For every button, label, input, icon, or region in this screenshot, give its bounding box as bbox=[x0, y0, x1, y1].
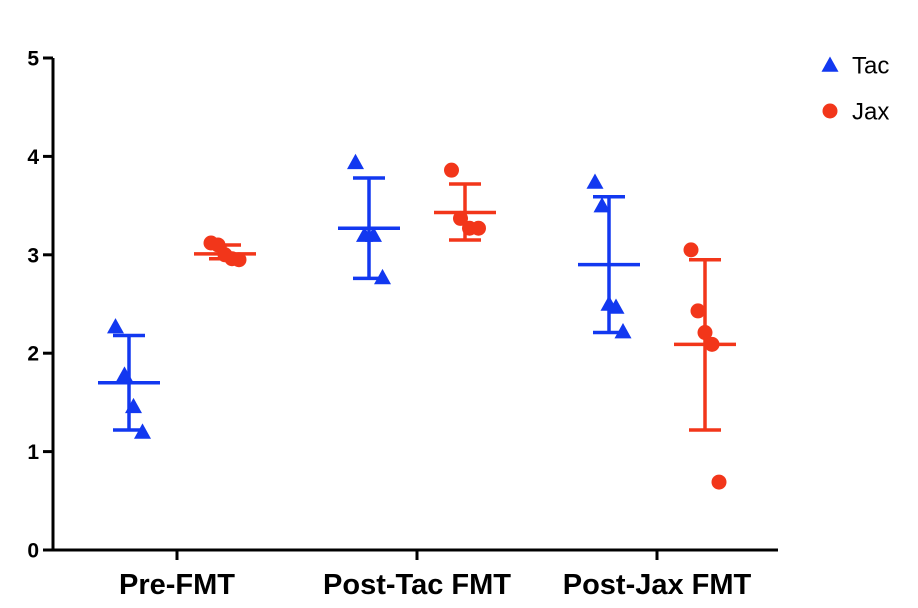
x-category-label-0: Pre-FMT bbox=[119, 569, 235, 601]
jax-point-1-3 bbox=[471, 220, 486, 236]
x-category-label-1: Post-Tac FMT bbox=[323, 569, 511, 601]
tac-point-1-0 bbox=[347, 153, 364, 170]
tac-point-2-3 bbox=[607, 298, 625, 314]
legend-jax-marker bbox=[822, 103, 838, 119]
jax-point-2-0 bbox=[683, 242, 699, 258]
y-tick-label-0: 0 bbox=[27, 540, 39, 563]
chart-axes: 0 1 2 3 4 5 Pre-FMT Post-Tac FMT Post-Jax FMT bbox=[27, 48, 778, 601]
legend-jax-label: Jax bbox=[852, 99, 889, 126]
legend-tac-marker bbox=[821, 56, 839, 72]
x-category-label-2: Post-Jax FMT bbox=[563, 569, 752, 601]
y-tick-label-5: 5 bbox=[27, 48, 39, 71]
chart-marks bbox=[98, 153, 736, 490]
tac-point-1-3 bbox=[374, 268, 391, 285]
jax-point-1-0 bbox=[444, 162, 459, 178]
y-tick-label-1: 1 bbox=[27, 441, 39, 464]
tac-point-2-1 bbox=[593, 197, 611, 213]
jax-point-2-1 bbox=[690, 303, 706, 319]
tac-point-2-4 bbox=[614, 323, 632, 339]
y-tick-label-2: 2 bbox=[27, 343, 39, 366]
tac-point-2-0 bbox=[586, 173, 604, 189]
tac-point-0-0 bbox=[107, 318, 124, 334]
y-tick-label-3: 3 bbox=[27, 244, 39, 267]
jax-point-2-4 bbox=[711, 474, 727, 490]
legend-tac-label: Tac bbox=[852, 53, 889, 80]
chart-legend: Tac Jax bbox=[821, 53, 889, 126]
y-tick-label-4: 4 bbox=[27, 146, 39, 169]
